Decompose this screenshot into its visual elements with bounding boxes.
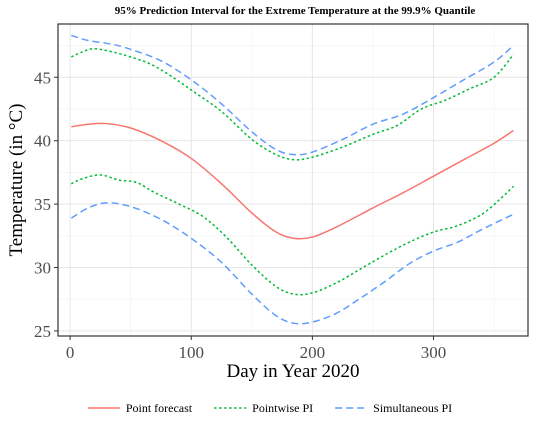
series-pointwise-pi-lower bbox=[70, 174, 514, 296]
x-axis-title: Day in Year 2020 bbox=[227, 361, 360, 382]
x-tick-label: 300 bbox=[421, 343, 447, 362]
legend: Point forecast Pointwise PI Simultaneous P… bbox=[87, 401, 452, 415]
x-tick-label: 200 bbox=[300, 343, 326, 362]
series-simultaneous-pi-upper bbox=[71, 34, 514, 156]
series-lines bbox=[70, 34, 515, 325]
plot-panel-border bbox=[57, 23, 529, 337]
y-tick-label: 40 bbox=[34, 132, 51, 151]
y-tick-label: 45 bbox=[34, 68, 51, 87]
x-tick-label: 100 bbox=[178, 343, 204, 362]
axes: 0 100 200 300 25 30 35 40 45 bbox=[34, 68, 446, 362]
y-tick-label: 25 bbox=[34, 322, 51, 341]
series-simultaneous-pi-lower bbox=[70, 202, 514, 325]
legend-label-point-forecast: Point forecast bbox=[126, 401, 193, 415]
chart-title: 95% Prediction Interval for the Extreme … bbox=[115, 5, 476, 17]
y-axis-title: Temperature (in °C) bbox=[6, 104, 27, 257]
y-tick-label: 35 bbox=[34, 195, 51, 214]
legend-label-simultaneous-pi: Simultaneous PI bbox=[373, 401, 452, 415]
series-pointwise-pi-upper bbox=[70, 47, 515, 161]
x-tick-label: 0 bbox=[66, 343, 75, 362]
y-tick-label: 30 bbox=[34, 259, 51, 278]
legend-label-pointwise-pi: Pointwise PI bbox=[252, 401, 313, 415]
series-point-forecast-line bbox=[71, 122, 514, 240]
grid bbox=[58, 24, 528, 336]
